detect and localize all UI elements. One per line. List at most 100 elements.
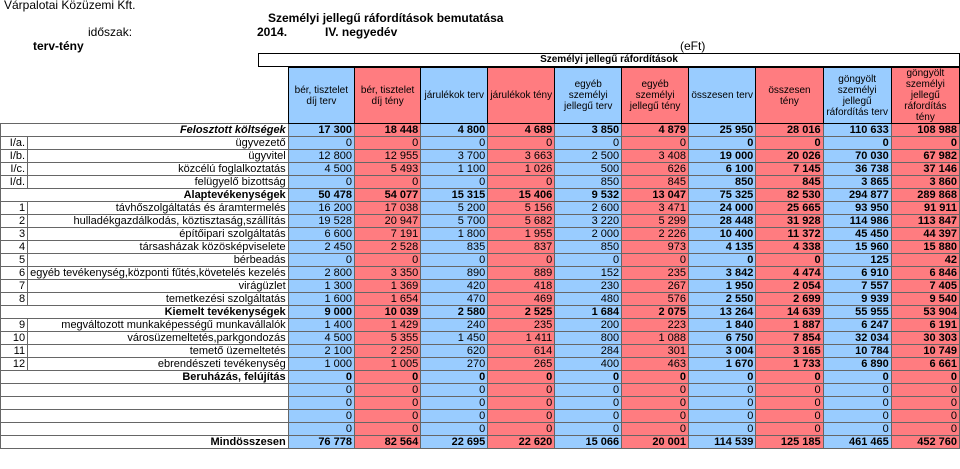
value-cell: 30 303 [890,331,960,345]
value-cell: 2 075 [621,305,690,319]
value-cell: 3 860 [890,175,960,189]
value-cell: 113 847 [890,214,960,228]
value-cell: 2 054 [755,279,824,293]
row-code: 1 [0,201,29,215]
table-row: I/c. közcélú foglalkoztatás 4 500 5 493 1 10… [0,162,960,176]
value-cell: 0 [554,383,623,397]
value-cell: 576 [621,292,690,306]
value-cell: 15 880 [890,240,960,254]
value-cell: 9 540 [890,292,960,306]
value-cell: 1 400 [287,318,355,332]
value-cell: 7 191 [353,227,422,241]
value-cell: 4 500 [287,331,355,345]
value-cell: 0 [487,409,556,423]
period-quarter: IV. negyedév [325,25,398,39]
row-code: I/b. [0,149,29,163]
value-cell: 890 [420,266,489,280]
value-cell: 0 [554,253,623,267]
value-cell: 37 146 [890,162,960,176]
value-cell: 55 955 [822,305,892,319]
row-label: virágüzlet [27,279,289,293]
table-row: Beruházás, felújítás 0 0 0 0 0 0 0 0 0 0 [0,370,960,384]
value-cell: 0 [420,253,489,267]
column-header: bér, tisztelet díj terv [287,67,355,124]
costs-table: bér, tisztelet díj terv bér, tisztelet dí… [0,67,960,449]
table-row: 6 egyéb tevékenység,központi fűtés,követe… [0,266,960,280]
value-cell: 3 700 [420,149,489,163]
value-cell: 5 299 [621,214,690,228]
row-code: I/a. [0,136,29,150]
value-cell: 0 [487,253,556,267]
value-cell: 24 000 [688,201,757,215]
value-cell: 2 528 [353,240,422,254]
value-cell: 2 800 [287,266,355,280]
value-cell: 850 [554,175,623,189]
value-cell: 91 911 [890,201,960,215]
row-label: temetkezési szolgáltatás [27,292,289,306]
value-cell: 3 220 [554,214,623,228]
value-cell: 1 300 [287,279,355,293]
value-cell: 223 [621,318,690,332]
value-cell: 82 530 [755,188,824,202]
value-cell: 0 [822,136,892,150]
value-cell: 18 448 [353,123,422,137]
column-header: egyéb személyi jellegű terv [554,67,623,124]
value-cell: 75 325 [688,188,757,202]
value-cell: 82 564 [353,435,422,449]
value-cell: 0 [287,175,355,189]
value-cell: 45 450 [822,227,892,241]
value-cell: 1 840 [688,318,757,332]
value-cell: 4 689 [487,123,556,137]
value-cell: 0 [755,409,824,423]
table-row: Alaptevékenységek 50 478 54 077 15 315 15 40… [0,188,960,202]
value-cell: 0 [621,370,690,384]
value-cell: 850 [554,240,623,254]
value-cell: 235 [621,266,690,280]
value-cell: 3 850 [554,123,623,137]
value-cell: 5 200 [420,201,489,215]
value-cell: 0 [755,422,824,436]
value-cell: 3 408 [621,149,690,163]
value-cell: 7 854 [755,331,824,345]
row-label: bérbeadás [27,253,289,267]
column-header: járulékok tény [487,67,556,124]
value-cell: 1 955 [487,227,556,241]
value-cell: 0 [287,422,355,436]
value-cell: 6 910 [822,266,892,280]
value-cell: 6 247 [822,318,892,332]
value-cell: 0 [487,175,556,189]
value-cell: 0 [688,409,757,423]
table-row: 10 városüzemeltetés,parkgondozás 4 500 5 35… [0,331,960,345]
unit-label: (eFt) [680,39,706,53]
value-cell: 889 [487,266,556,280]
table-row: 7 virágüzlet 1 300 1 369 420 418 230 267 1 950 2 … [0,279,960,293]
value-cell: 9 939 [822,292,892,306]
row-code: 4 [0,240,29,254]
row-code: 5 [0,253,29,267]
value-cell: 0 [822,396,892,410]
value-cell: 0 [890,409,960,423]
value-cell: 1 670 [688,357,757,371]
value-cell: 835 [420,240,489,254]
value-cell: 2 450 [287,240,355,254]
value-cell: 22 620 [487,435,556,449]
row-label: ügyvitel [27,149,289,163]
value-cell: 480 [554,292,623,306]
value-cell: 1 429 [353,318,422,332]
value-cell: 22 695 [420,435,489,449]
value-cell: 0 [688,383,757,397]
table-row: 5 bérbeadás 0 0 0 0 0 0 0 0 125 42 [0,253,960,267]
value-cell: 1 950 [688,279,757,293]
column-header: bér, tisztelet díj tény [353,67,422,124]
table-row: I/a. ügyvezető 0 0 0 0 0 0 0 0 0 0 [0,136,960,150]
row-label-empty [0,396,289,410]
value-cell: 500 [554,162,623,176]
value-cell: 7 557 [822,279,892,293]
value-cell: 626 [621,162,690,176]
value-cell: 294 877 [822,188,892,202]
value-cell: 2 600 [554,201,623,215]
value-cell: 4 879 [621,123,690,137]
value-cell: 0 [554,370,623,384]
value-cell: 1 005 [353,357,422,371]
value-cell: 0 [755,370,824,384]
